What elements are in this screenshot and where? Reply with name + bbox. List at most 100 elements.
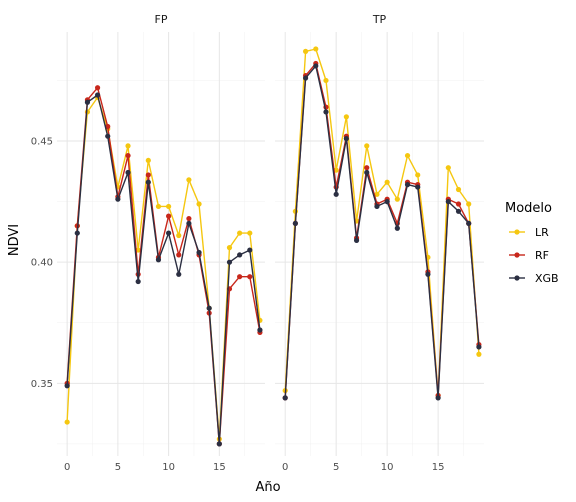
y-tick-label: 0.35 bbox=[31, 379, 53, 390]
data-point bbox=[196, 201, 202, 207]
data-point bbox=[394, 225, 400, 231]
series-xgb-fp bbox=[64, 92, 263, 447]
data-point bbox=[237, 230, 243, 236]
y-tick-label: 0.40 bbox=[31, 258, 53, 269]
data-point bbox=[247, 247, 253, 253]
x-tick-label: 5 bbox=[333, 462, 339, 473]
data-point bbox=[237, 252, 243, 258]
data-point bbox=[237, 274, 243, 280]
legend-entry-xgb: XGB bbox=[509, 272, 559, 285]
series-lr-tp bbox=[282, 46, 482, 399]
data-point bbox=[302, 75, 309, 81]
data-point bbox=[125, 143, 131, 149]
legend-entry-lr: LR bbox=[509, 226, 549, 239]
x-tick-label: 15 bbox=[432, 462, 445, 473]
panels-layer: FP 0 5 10 15 TP 0 5 10 15 0.35 0.40 0.45 bbox=[31, 13, 484, 473]
data-point bbox=[115, 196, 121, 202]
data-point bbox=[247, 230, 253, 236]
series-lr-fp bbox=[64, 94, 263, 442]
data-point bbox=[125, 169, 131, 176]
series-rf-fp bbox=[64, 85, 263, 447]
data-point bbox=[455, 208, 462, 214]
data-point bbox=[466, 220, 472, 227]
legend-label: RF bbox=[535, 249, 549, 262]
data-point bbox=[247, 274, 253, 280]
x-tick-label: 10 bbox=[162, 462, 175, 473]
data-point bbox=[343, 114, 349, 120]
data-point bbox=[292, 208, 298, 214]
data-point bbox=[166, 230, 172, 236]
panel-fp: FP 0 5 10 15 bbox=[57, 13, 265, 473]
panel-tp: TP 0 5 10 15 bbox=[275, 13, 484, 473]
data-point bbox=[404, 182, 411, 188]
data-point bbox=[333, 191, 339, 197]
legend-label: LR bbox=[535, 226, 549, 239]
legend: Modelo LR RF XGB bbox=[505, 201, 559, 285]
data-point bbox=[84, 99, 91, 105]
data-point bbox=[226, 245, 233, 251]
data-point bbox=[135, 278, 141, 285]
data-point bbox=[145, 172, 151, 178]
data-point bbox=[415, 172, 421, 178]
series-line bbox=[66, 94, 261, 445]
data-point bbox=[343, 136, 349, 142]
data-point bbox=[323, 77, 329, 84]
data-point bbox=[166, 203, 172, 210]
legend-key-point bbox=[514, 275, 520, 281]
data-point bbox=[145, 157, 151, 164]
data-point bbox=[226, 259, 233, 265]
data-point bbox=[105, 123, 111, 130]
data-point bbox=[313, 63, 319, 69]
data-point bbox=[155, 203, 162, 210]
data-point bbox=[186, 220, 192, 227]
data-point bbox=[166, 213, 172, 219]
series-xgb-tp bbox=[282, 63, 482, 401]
x-axis-title: Año bbox=[255, 480, 280, 495]
data-point bbox=[206, 305, 212, 311]
data-point bbox=[186, 177, 192, 183]
data-point bbox=[176, 232, 182, 239]
series-rf-tp bbox=[282, 60, 482, 401]
data-point bbox=[374, 191, 380, 197]
data-point bbox=[364, 169, 370, 176]
data-point bbox=[425, 271, 431, 277]
series-line bbox=[284, 62, 480, 398]
x-tick-label: 15 bbox=[213, 462, 226, 473]
data-point bbox=[476, 344, 482, 350]
data-point bbox=[466, 201, 472, 207]
data-point bbox=[196, 249, 202, 256]
x-tick-label: 5 bbox=[115, 462, 121, 473]
data-point bbox=[216, 441, 222, 447]
data-point bbox=[353, 237, 360, 243]
data-point bbox=[374, 203, 380, 210]
data-point bbox=[176, 271, 182, 277]
data-point bbox=[384, 199, 390, 205]
data-point bbox=[302, 48, 309, 54]
data-point bbox=[292, 220, 298, 227]
series-line bbox=[284, 65, 480, 399]
data-point bbox=[323, 109, 329, 115]
data-point bbox=[94, 92, 101, 98]
data-point bbox=[455, 201, 462, 207]
data-point bbox=[176, 252, 182, 258]
data-point bbox=[105, 133, 111, 139]
data-point bbox=[74, 230, 80, 236]
data-point bbox=[445, 199, 451, 205]
data-point bbox=[257, 327, 263, 333]
data-point bbox=[476, 351, 482, 357]
data-point bbox=[445, 165, 451, 171]
data-point bbox=[404, 152, 411, 159]
data-point bbox=[145, 179, 151, 185]
data-point bbox=[155, 257, 162, 263]
y-axis-title: NDVI bbox=[7, 224, 22, 256]
legend-label: XGB bbox=[535, 272, 559, 285]
data-point bbox=[364, 165, 370, 171]
data-point bbox=[64, 383, 70, 389]
data-point bbox=[364, 143, 370, 149]
legend-key-point bbox=[514, 229, 520, 235]
data-point bbox=[282, 395, 288, 401]
data-point bbox=[186, 215, 192, 222]
series-line bbox=[66, 96, 261, 440]
data-point bbox=[384, 179, 390, 185]
